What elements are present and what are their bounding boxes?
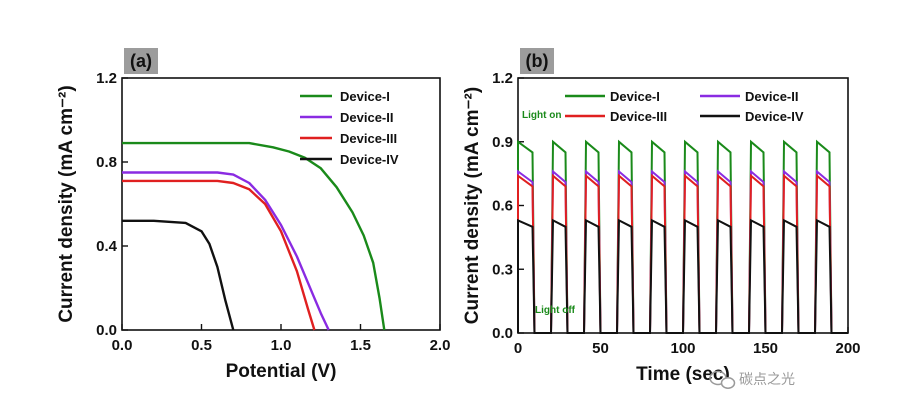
y-tick-label: 0.8: [96, 154, 117, 171]
y-tick-label: 0.3: [492, 261, 513, 278]
legend: Device-I Device-II Device-III Device-IV: [300, 89, 399, 167]
x-tick-label: 200: [835, 340, 860, 357]
x-tick-label: 1.0: [271, 337, 292, 354]
y-tick-label: 0.0: [96, 322, 117, 339]
x-tick-label: 50: [592, 340, 609, 357]
x-tick-label: 1.5: [350, 337, 371, 354]
panel-label-box: [124, 48, 158, 74]
legend: Device-I Device-II Device-III Device-IV: [565, 89, 804, 124]
x-axis-title: Time (sec): [636, 364, 730, 385]
x-tick-label: 0.5: [191, 337, 212, 354]
panel-label: (a): [130, 51, 152, 71]
annotation-light-off: Light off: [535, 305, 576, 316]
y-tick-label: 1.2: [492, 70, 513, 87]
x-tick-label: 150: [753, 340, 778, 357]
annotation-light-on: Light on: [522, 110, 561, 121]
y-axis-title: Current density (mA cm⁻²): [462, 87, 483, 324]
watermark: 碳点之光: [709, 370, 795, 389]
legend-label: Device-IV: [340, 152, 399, 167]
panel-a: (a) 0.0 0.5 1.0 1.5 2.0 0.0 0.4 0.8 1.2 Potential …: [56, 48, 450, 382]
legend-label: Device-II: [745, 89, 798, 104]
wechat-icon: [709, 370, 736, 389]
legend-label: Device-I: [340, 89, 390, 104]
x-tick-label: 0: [514, 340, 522, 357]
legend-label: Device-IV: [745, 109, 804, 124]
series-line-device-iv: [122, 219, 235, 331]
x-tick-label: 2.0: [430, 337, 451, 354]
y-tick-label: 1.2: [96, 70, 117, 87]
y-axis-title: Current density (mA cm⁻²): [56, 85, 77, 322]
series-line-device-ii: [122, 171, 330, 331]
x-axis-title: Potential (V): [226, 361, 337, 382]
series-line-device-iv: [517, 218, 848, 334]
legend-label: Device-III: [340, 131, 397, 146]
x-tick-label: 100: [670, 340, 695, 357]
watermark-text: 碳点之光: [739, 371, 795, 387]
series-line-device-iii: [122, 179, 316, 331]
panel-label: (b): [526, 51, 549, 71]
y-tick-label: 0.4: [96, 238, 118, 255]
y-tick-label: 0.9: [492, 134, 513, 151]
y-tick-label: 0.6: [492, 198, 513, 215]
legend-label: Device-II: [340, 110, 393, 125]
panel-b: (b) 0 50 100 150 200 0.0 0.3 0.6 0.9 1.2 Time (sec)…: [462, 48, 861, 385]
legend-label: Device-III: [610, 109, 667, 124]
legend-label: Device-I: [610, 89, 660, 104]
x-tick-label: 0.0: [112, 337, 133, 354]
y-tick-label: 0.0: [492, 325, 513, 342]
panel-label-box: [520, 48, 554, 74]
series-line-device-i: [122, 141, 386, 331]
